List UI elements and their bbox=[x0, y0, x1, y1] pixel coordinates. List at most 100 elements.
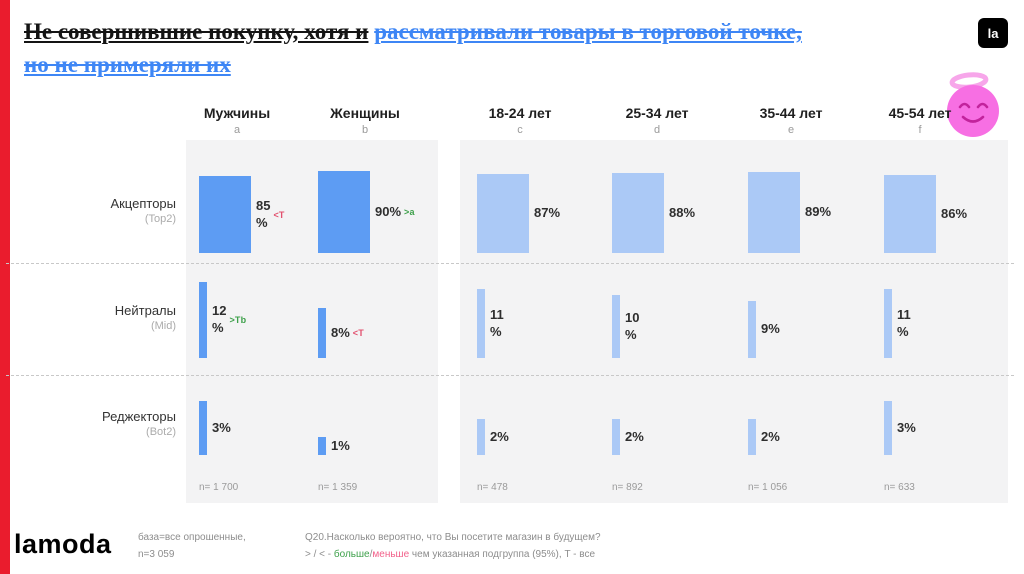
row-separator-2 bbox=[6, 375, 1014, 376]
column-header: Женщины b bbox=[295, 105, 435, 136]
column-letter: c bbox=[517, 124, 523, 136]
value-label: 3% bbox=[212, 419, 231, 435]
bar bbox=[477, 174, 529, 253]
value-label: 87% bbox=[534, 205, 561, 221]
value-label: 11 % bbox=[490, 306, 504, 339]
column-letter: e bbox=[787, 124, 795, 136]
value-label-group: 11 % bbox=[490, 289, 504, 358]
angel-smiley-emoji-icon bbox=[942, 70, 1006, 138]
value-label: 8% bbox=[331, 324, 350, 340]
bar bbox=[612, 295, 620, 358]
slide-title: Не совершившие покупку, хотя и рассматри… bbox=[24, 16, 954, 81]
column-header-label: 35-44 лет bbox=[759, 105, 823, 121]
row-label-neutrals: Нейтралы (Mid) bbox=[20, 303, 176, 332]
bar bbox=[318, 171, 370, 253]
column-letter: d bbox=[653, 124, 661, 136]
significance-note: >Tb bbox=[229, 315, 247, 325]
value-label: 3% bbox=[897, 419, 916, 435]
left-accent-bar bbox=[0, 0, 10, 574]
significance-note: <T bbox=[352, 328, 364, 338]
legend-line: > / < - больше/меньше чем указанная подг… bbox=[305, 547, 601, 564]
value-label-group: 11 % bbox=[897, 289, 911, 358]
value-label-group: 2% bbox=[490, 419, 509, 455]
row-label-text: Нейтралы bbox=[114, 303, 176, 318]
row-label-text: Акцепторы bbox=[110, 196, 176, 211]
base-note-line1: база=все опрошенные, bbox=[138, 532, 246, 543]
value-label-group: 10 % bbox=[625, 295, 639, 358]
row-label-rejectors: Реджекторы (Bot2) bbox=[20, 409, 176, 438]
row-label-sub: (Top2) bbox=[144, 213, 176, 225]
value-label-group: 89% bbox=[805, 172, 831, 253]
value-label-group: 88% bbox=[669, 173, 695, 253]
bar bbox=[199, 176, 251, 253]
significance-note: <T bbox=[273, 209, 285, 220]
column-letter: a bbox=[233, 124, 241, 136]
question-note: Q20.Насколько вероятно, что Вы посетите … bbox=[305, 530, 601, 563]
base-note: база=все опрошенные, n=3 059 bbox=[138, 530, 246, 563]
value-label: 2% bbox=[490, 428, 509, 444]
title-part-blue-2: но не примеряли их bbox=[24, 51, 231, 77]
value-label-group: 90% >a bbox=[375, 171, 415, 253]
bar bbox=[318, 308, 326, 358]
significance-note: >a bbox=[404, 207, 415, 217]
sample-size-label: n= 633 bbox=[884, 482, 915, 493]
sample-size-label: n= 892 bbox=[612, 482, 643, 493]
value-label-group: 1% bbox=[331, 437, 350, 455]
value-label-group: 9% bbox=[761, 301, 780, 358]
column-header: 45-54 лет f bbox=[850, 105, 990, 136]
value-label-group: 2% bbox=[761, 419, 780, 455]
row-label-sub: (Mid) bbox=[150, 320, 176, 332]
sample-size-label: n= 1 359 bbox=[318, 482, 358, 493]
bar bbox=[748, 419, 756, 455]
row-label-sub: (Bot2) bbox=[146, 426, 176, 438]
row-separator-1 bbox=[6, 263, 1014, 264]
bar bbox=[612, 419, 620, 455]
bar bbox=[884, 175, 936, 253]
lamoda-logo-text: la bbox=[987, 25, 999, 41]
sample-size-label: n= 1 056 bbox=[748, 482, 788, 493]
value-label: 89% bbox=[805, 204, 832, 220]
bar bbox=[748, 301, 756, 358]
column-header-label: 45-54 лет bbox=[888, 105, 952, 121]
lamoda-wordmark: lamoda bbox=[14, 529, 112, 559]
value-label: 88% bbox=[669, 204, 696, 220]
question-text: Q20.Насколько вероятно, что Вы посетите … bbox=[305, 532, 601, 543]
value-label: 85 % bbox=[256, 197, 271, 230]
base-note-line2: n=3 059 bbox=[138, 548, 175, 560]
value-label: 12 % bbox=[212, 303, 227, 335]
value-label-group: 87% bbox=[534, 174, 560, 253]
value-label-group: 86% bbox=[941, 175, 967, 253]
column-header: 18-24 лет c bbox=[450, 105, 590, 136]
legend-slash: / bbox=[369, 548, 373, 560]
title-part-black: Не совершившие покупку, хотя и bbox=[24, 19, 369, 44]
value-label: 9% bbox=[761, 321, 780, 337]
sample-size-label: n= 1 700 bbox=[199, 482, 239, 493]
row-label-text: Реджекторы bbox=[101, 409, 176, 424]
bar bbox=[612, 173, 664, 253]
column-header-label: Женщины bbox=[330, 105, 400, 121]
value-label: 10 % bbox=[625, 309, 640, 342]
value-label-group: 85 % <T bbox=[256, 176, 285, 253]
bar bbox=[477, 289, 485, 358]
value-label: 86% bbox=[941, 205, 968, 221]
row-label-acceptors: Акцепторы (Top2) bbox=[20, 196, 176, 225]
sample-size-label: n= 478 bbox=[477, 482, 508, 493]
legend-prefix: > / < - bbox=[305, 548, 334, 560]
value-label: 1% bbox=[331, 437, 350, 453]
value-label-group: 12 % >Tb bbox=[212, 282, 246, 358]
lamoda-logo-badge: la bbox=[978, 18, 1008, 48]
column-header: 25-34 лет d bbox=[587, 105, 727, 136]
value-label: 90% bbox=[375, 203, 402, 219]
bar bbox=[199, 401, 207, 455]
value-label: 11 % bbox=[897, 306, 911, 339]
column-header-label: Мужчины bbox=[203, 105, 271, 121]
column-letter: b bbox=[361, 124, 369, 136]
bar bbox=[318, 437, 326, 455]
title-part-blue-1: рассматривали товары в торговой точке, bbox=[374, 19, 802, 44]
bar bbox=[748, 172, 800, 253]
bar bbox=[884, 401, 892, 455]
value-label: 2% bbox=[761, 428, 780, 444]
bar bbox=[199, 282, 207, 358]
